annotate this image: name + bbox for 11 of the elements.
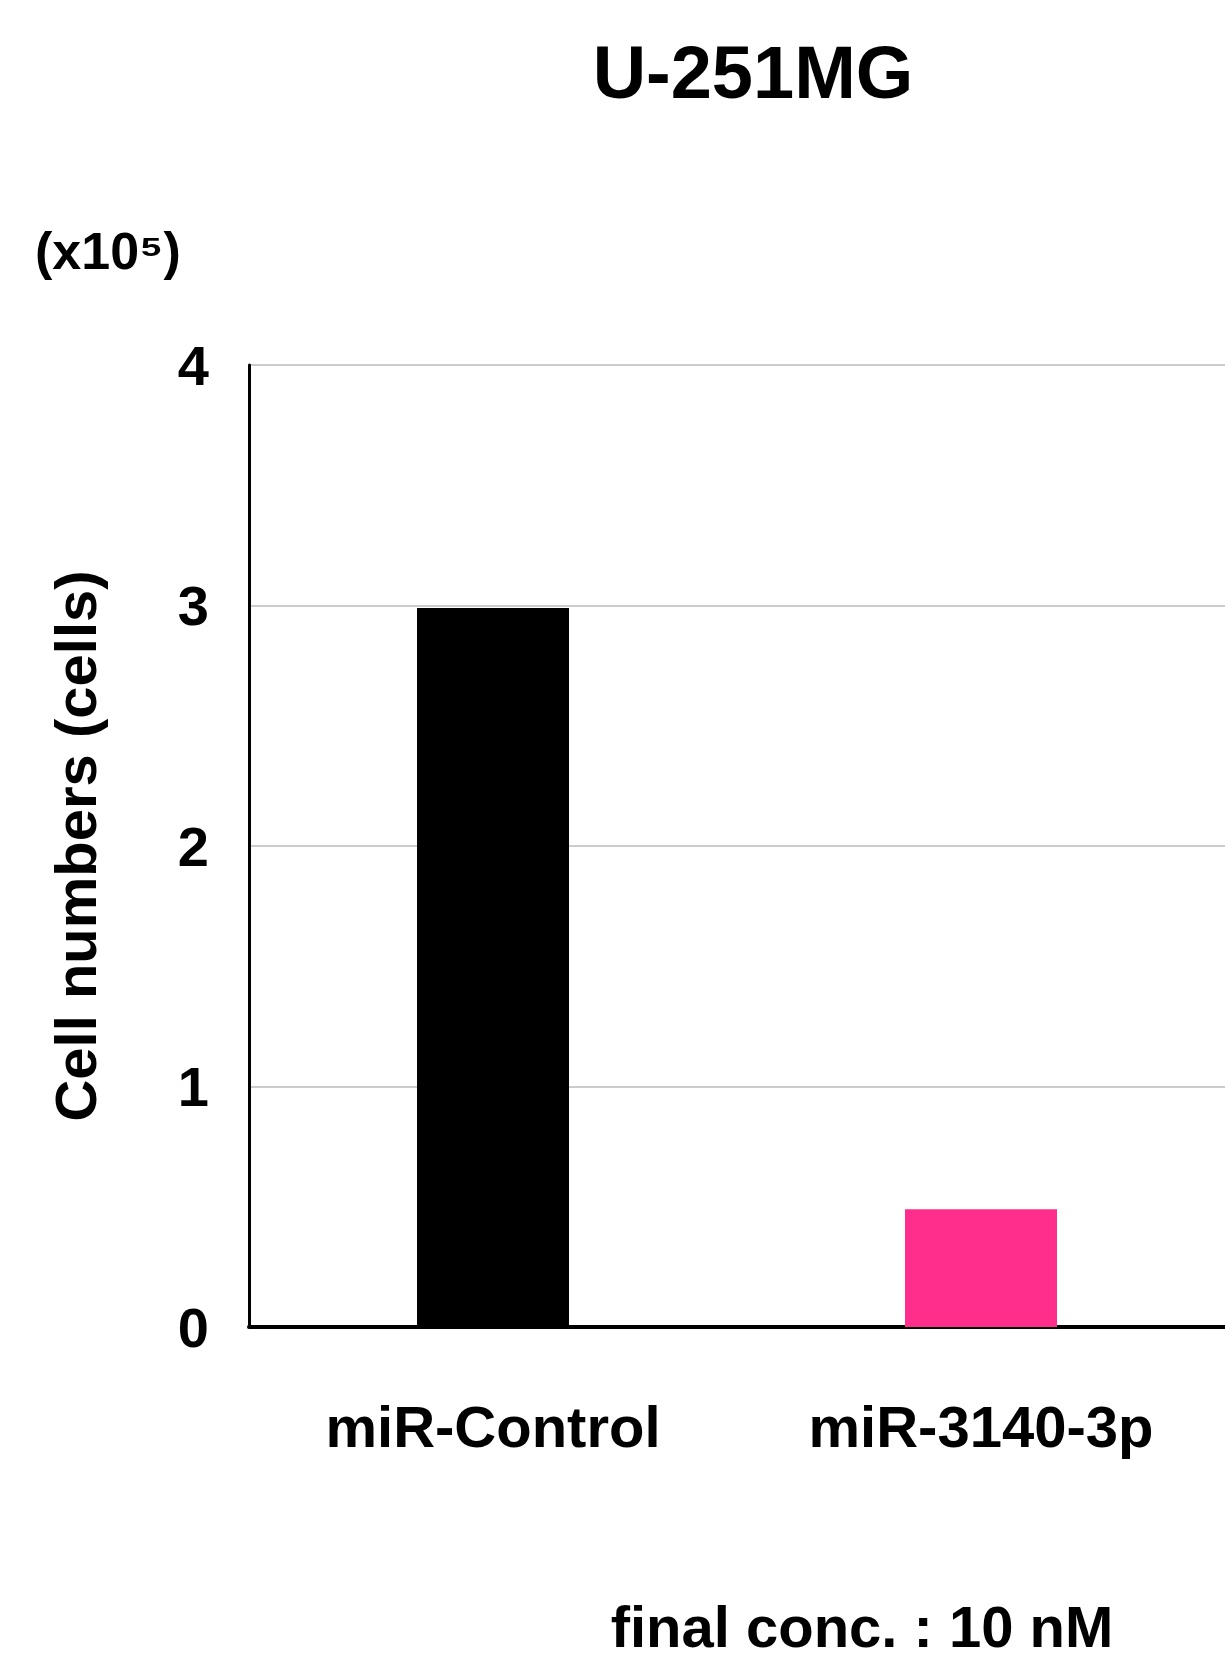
y-tick-label: 4 xyxy=(177,333,209,397)
x-tick-label: miR-3140-3p xyxy=(808,1393,1154,1459)
y-tick-label: 2 xyxy=(177,814,209,878)
y-tick-label: 0 xyxy=(177,1295,209,1359)
chart-title: U-251MG xyxy=(592,30,914,114)
x-axis-title: final conc. : 10 nM xyxy=(610,1593,1114,1659)
y-tick-label: 3 xyxy=(177,574,209,637)
y-tick-label: 1 xyxy=(177,1055,209,1118)
text: (x10⁵) xyxy=(35,222,181,280)
x-tick-label: miR-Control xyxy=(325,1393,661,1459)
y-axis-title: Cell numbers (cells) xyxy=(42,570,108,1122)
